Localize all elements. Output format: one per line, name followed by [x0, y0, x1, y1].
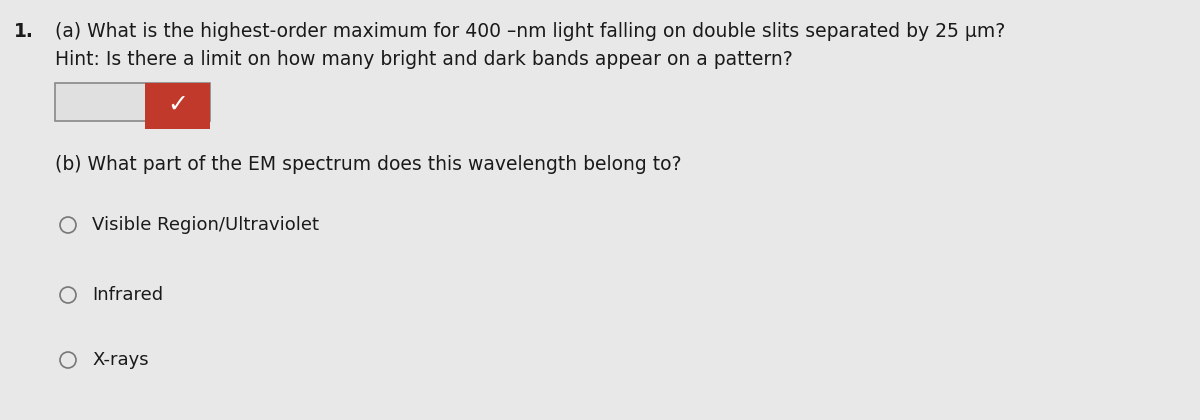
Text: Hint: Is there a limit on how many bright and dark bands appear on a pattern?: Hint: Is there a limit on how many brigh… — [55, 50, 793, 69]
Text: 1.: 1. — [14, 22, 34, 41]
Bar — [55, 83, 210, 121]
Circle shape — [60, 352, 76, 368]
Text: ✓: ✓ — [167, 93, 188, 117]
Circle shape — [60, 217, 76, 233]
Text: Infrared: Infrared — [92, 286, 163, 304]
Text: X-rays: X-rays — [92, 351, 149, 369]
Text: Visible Region/Ultraviolet: Visible Region/Ultraviolet — [92, 216, 319, 234]
Text: (a) What is the highest-order maximum for 400 –nm light falling on double slits : (a) What is the highest-order maximum fo… — [55, 22, 1006, 41]
Text: (b) What part of the EM spectrum does this wavelength belong to?: (b) What part of the EM spectrum does th… — [55, 155, 682, 174]
Circle shape — [60, 287, 76, 303]
Bar — [145, 83, 210, 129]
